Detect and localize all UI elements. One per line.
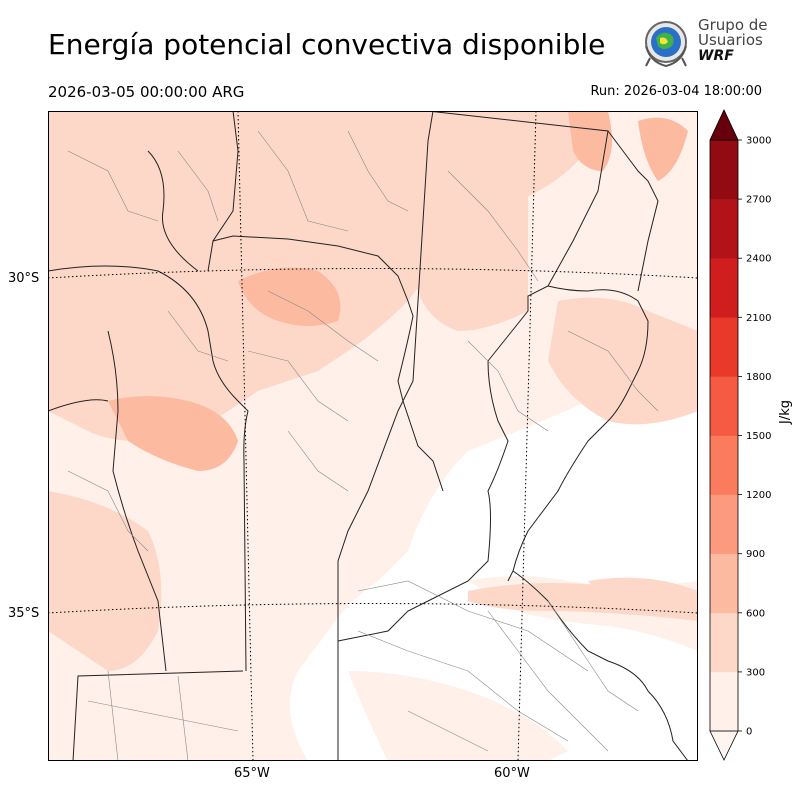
map-title: Energía potencial convectiva disponible <box>48 28 606 61</box>
globe-emblem-icon <box>645 21 687 68</box>
cape-map <box>48 111 698 761</box>
colorbar-segment <box>710 671 738 732</box>
department-borders <box>67 130 659 761</box>
colorbar-tick-label: 300 <box>746 667 765 678</box>
colorbar-unit: J/kg <box>778 400 793 424</box>
logo-line2: Usuarios <box>698 31 763 49</box>
colorbar-segment <box>710 612 738 673</box>
map-frame <box>48 111 698 761</box>
logo-line1: Grupo de <box>698 16 768 34</box>
lon-label-65w: 65°W <box>234 766 270 781</box>
colorbar-extend-min <box>709 730 739 761</box>
colorbar-segment <box>710 376 738 436</box>
colorbar-tick-label: 2100 <box>746 313 771 324</box>
colorbar-tick-label: 2700 <box>746 195 771 206</box>
colorbar-tick-label: 1800 <box>746 372 771 383</box>
colorbar-segment <box>710 199 738 259</box>
grupo-usuarios-wrf-logo: Grupo de Usuarios WRF <box>638 16 768 72</box>
lon-label-60w: 60°W <box>494 766 530 781</box>
colorbar-segment <box>710 317 738 377</box>
colorbar-tick-label: 600 <box>746 608 765 619</box>
colorbar-segment <box>710 553 738 614</box>
colorbar-segment <box>710 435 738 495</box>
colorbar-segment <box>710 140 738 200</box>
graticule-lines <box>48 111 698 761</box>
colorbar-tick-label: 0 <box>746 727 752 738</box>
logo-line3: WRF <box>698 48 734 64</box>
lat-label-35s: 35°S <box>8 606 40 621</box>
colorbar-tick-label: 900 <box>746 549 765 560</box>
colorbar-tick-label: 1500 <box>746 431 771 442</box>
colorbar-segment <box>710 494 738 554</box>
colorbar-segment <box>710 258 738 318</box>
cape-fill-300 <box>48 111 698 671</box>
lat-label-30s: 30°S <box>8 271 40 286</box>
cape-fill-600 <box>108 111 688 471</box>
colorbar-extend-max <box>709 109 739 141</box>
run-time: Run: 2026-03-04 18:00:00 <box>590 84 762 99</box>
colorbar-tick-label: 1200 <box>746 490 771 501</box>
colorbar: 0 300 600 900 1200 1500 1800 2100 2400 2700 3000 <box>709 109 771 761</box>
province-borders <box>48 111 689 761</box>
colorbar-tick-label: 2400 <box>746 254 771 265</box>
colorbar-tick-label: 3000 <box>746 136 771 147</box>
valid-time: 2026-03-05 00:00:00 ARG <box>48 83 245 101</box>
